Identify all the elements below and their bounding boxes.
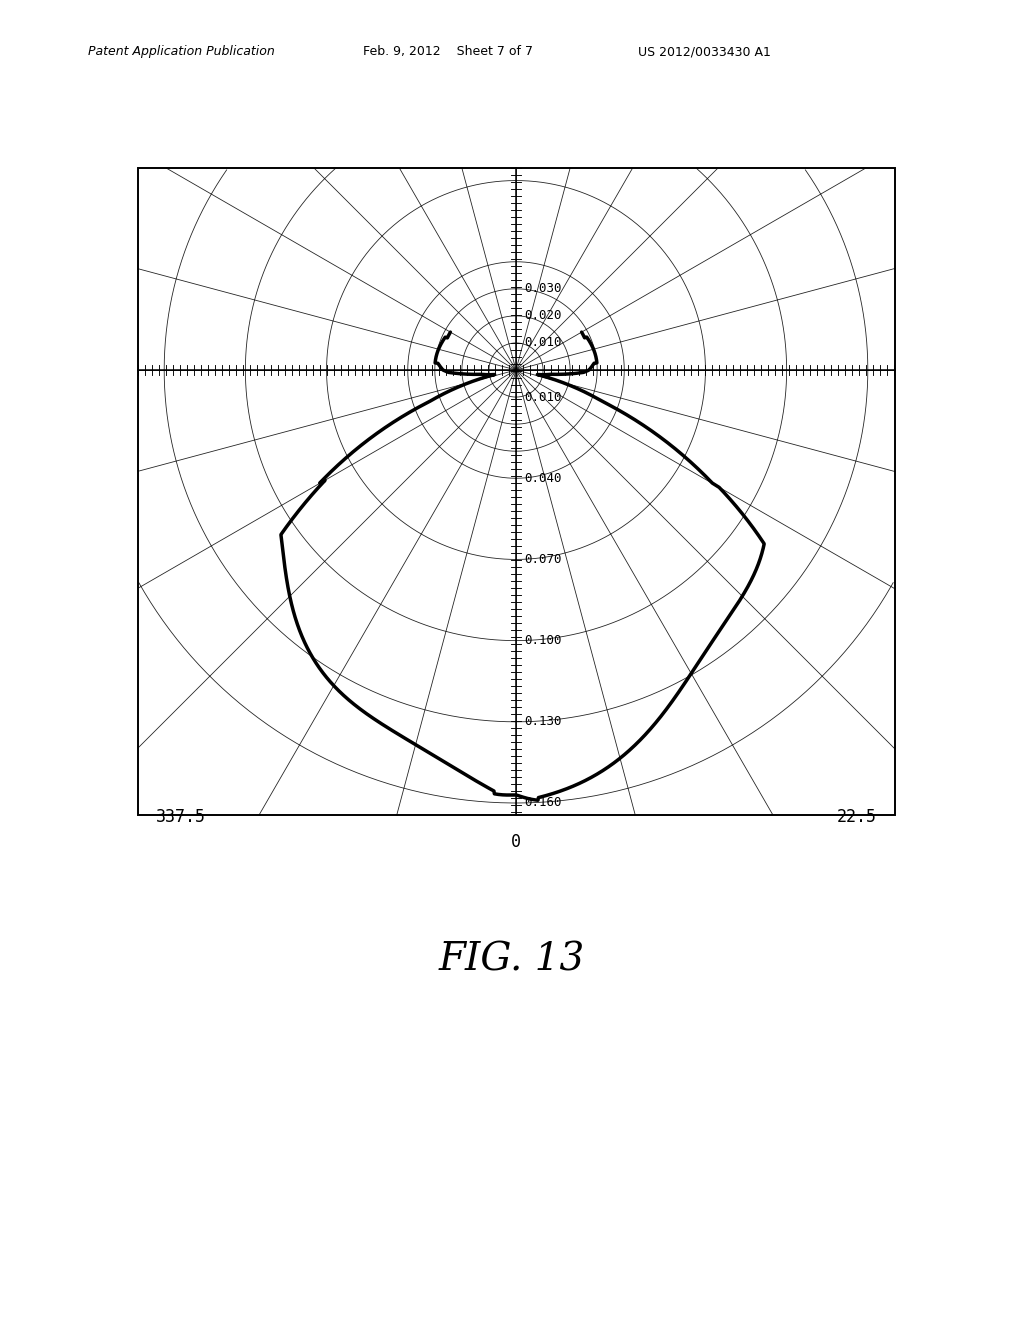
- Text: FIG. 13: FIG. 13: [439, 941, 585, 978]
- Bar: [138, 168, 895, 814]
- Text: 0.070: 0.070: [524, 553, 561, 566]
- Text: 0: 0: [511, 833, 521, 851]
- Text: 0.160: 0.160: [524, 796, 561, 809]
- Text: Patent Application Publication: Patent Application Publication: [88, 45, 274, 58]
- Text: 0.100: 0.100: [524, 634, 561, 647]
- Text: 22.5: 22.5: [837, 808, 877, 826]
- Text: 0.130: 0.130: [524, 715, 561, 729]
- Text: 0.040: 0.040: [524, 471, 561, 484]
- Text: Feb. 9, 2012    Sheet 7 of 7: Feb. 9, 2012 Sheet 7 of 7: [362, 45, 534, 58]
- Text: 0.010: 0.010: [524, 337, 561, 350]
- Text: 0.010: 0.010: [524, 391, 561, 404]
- Text: 0.020: 0.020: [524, 309, 561, 322]
- Text: 337.5: 337.5: [156, 808, 206, 826]
- Text: 0.030: 0.030: [524, 282, 561, 296]
- Text: US 2012/0033430 A1: US 2012/0033430 A1: [638, 45, 771, 58]
